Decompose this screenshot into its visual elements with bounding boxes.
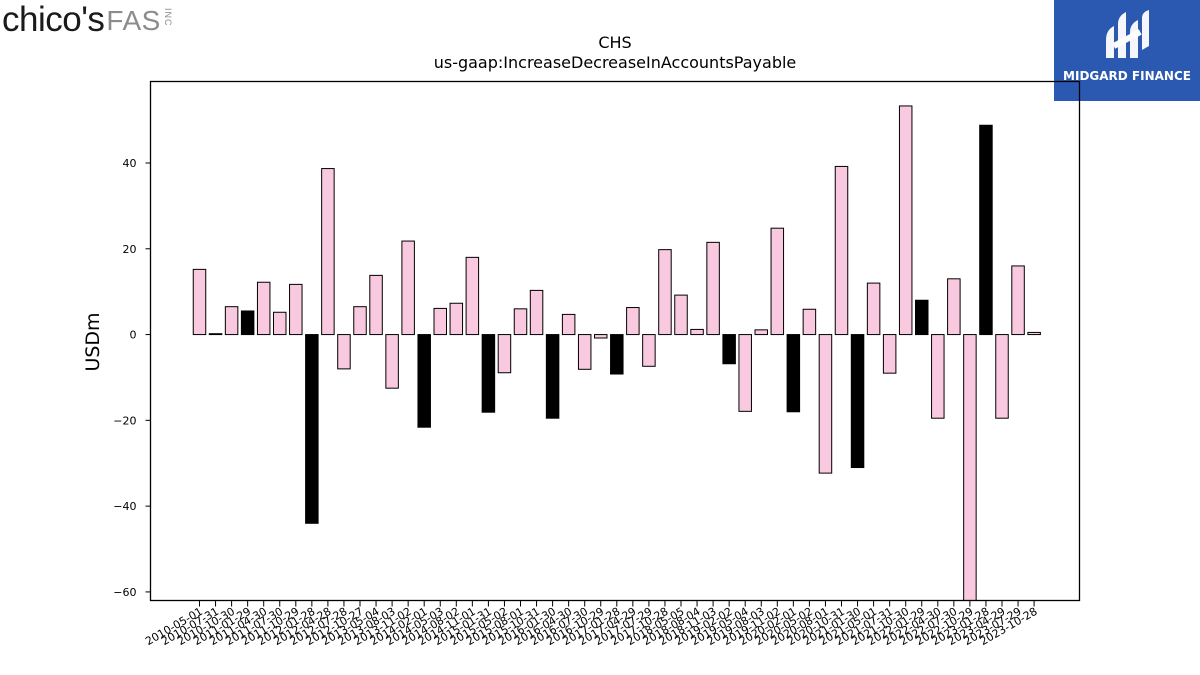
bar [706, 241, 720, 336]
bar [995, 334, 1009, 419]
bar [385, 334, 399, 389]
bar [481, 334, 496, 413]
y-axis-label: USDm [82, 312, 104, 371]
bar [626, 307, 640, 336]
bar [192, 268, 207, 336]
bar [754, 329, 768, 336]
bar [1027, 331, 1041, 336]
logo-brand-text: MIDGARD FINANCE [1063, 69, 1191, 83]
y-axis: −60 −40 −20 0 20 40 [113, 157, 151, 599]
logo-main-text: chico's [2, 0, 105, 39]
x-axis: 2010-05-012010-07-312010-10-302011-01-29… [143, 600, 1040, 648]
y-tick-label: −60 [113, 586, 136, 599]
bar [850, 334, 865, 469]
midgard-mark-icon [1106, 10, 1149, 58]
bars-group [192, 105, 1041, 601]
bar [545, 334, 560, 419]
y-tick-label: 20 [123, 243, 137, 256]
bar [931, 334, 945, 419]
bar [240, 310, 255, 336]
bar [401, 240, 415, 336]
bar [979, 124, 993, 336]
bar [915, 299, 929, 336]
y-tick-label: 0 [130, 329, 137, 342]
y-tick-label: −40 [113, 500, 136, 513]
bar [1011, 265, 1025, 336]
chicos-fas-logo: chico's FAS INC [2, 2, 173, 38]
bar [690, 328, 704, 336]
bar [289, 283, 303, 336]
bar [577, 334, 592, 370]
bar [321, 168, 335, 336]
logo-inc-text: INC [162, 8, 173, 27]
bar [433, 307, 447, 336]
bar [529, 289, 544, 336]
bar [770, 227, 785, 336]
bar [786, 334, 801, 413]
bar [353, 306, 367, 336]
bar [610, 334, 624, 375]
bar [866, 282, 881, 336]
bar [337, 334, 351, 370]
bar [497, 334, 512, 374]
bar [417, 334, 431, 428]
plot-frame [149, 80, 1081, 602]
y-tick-label: −20 [113, 414, 136, 427]
bar [882, 334, 897, 374]
bar [642, 334, 656, 367]
bar [449, 302, 464, 336]
bar [224, 306, 239, 336]
chart-subtitle: us-gaap:IncreaseDecreaseInAccountsPayabl… [434, 53, 797, 72]
midgard-finance-logo: MIDGARD FINANCE [1054, 0, 1200, 101]
bar [305, 334, 319, 524]
logo-suffix-text: FAS [106, 5, 161, 36]
bar [561, 313, 576, 336]
bar [738, 334, 752, 412]
bar [513, 308, 528, 336]
bar [802, 308, 817, 336]
bar [834, 165, 849, 336]
bar [273, 311, 287, 336]
bar [722, 334, 736, 365]
bar [818, 334, 833, 474]
bar [658, 249, 672, 336]
bar [594, 334, 608, 339]
bar [898, 105, 913, 336]
bar [369, 274, 383, 336]
bar [674, 294, 688, 336]
bar [947, 278, 961, 336]
chart-title: CHS [598, 33, 631, 52]
bar [465, 256, 480, 336]
bar [963, 334, 977, 601]
y-tick-label: 40 [123, 157, 137, 170]
bar [256, 281, 271, 336]
bar [208, 333, 223, 336]
